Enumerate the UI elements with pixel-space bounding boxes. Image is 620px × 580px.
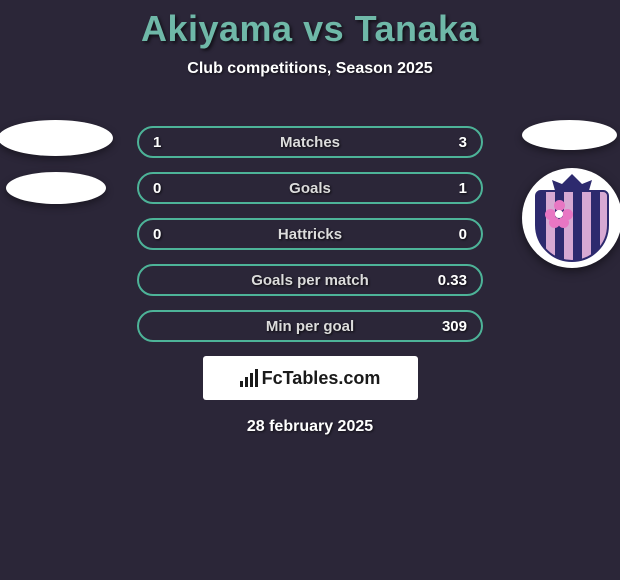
player2-club-badge <box>522 168 620 268</box>
stat-right-value: 309 <box>427 318 467 335</box>
stat-row-goals: 0 Goals 1 <box>137 172 483 204</box>
stat-label: Hattricks <box>278 226 342 243</box>
player2-name: Tanaka <box>355 8 479 49</box>
player1-name: Akiyama <box>141 8 293 49</box>
stat-label: Goals per match <box>251 272 369 289</box>
stat-right-value: 0 <box>427 226 467 243</box>
stat-row-hattricks: 0 Hattricks 0 <box>137 218 483 250</box>
player1-club-badge <box>6 172 106 204</box>
stats-list: 1 Matches 3 0 Goals 1 0 Hattricks 0 Goal… <box>137 126 483 342</box>
stat-right-value: 3 <box>427 134 467 151</box>
branding-logo[interactable]: FcTables.com <box>203 356 418 400</box>
stat-row-goals-per-match: Goals per match 0.33 <box>137 264 483 296</box>
page-title: Akiyama vs Tanaka <box>0 8 620 50</box>
footer-date: 28 february 2025 <box>0 418 620 436</box>
left-avatar-column <box>0 120 113 220</box>
flower-icon <box>545 200 573 228</box>
stat-right-value: 0.33 <box>427 272 467 289</box>
stat-row-matches: 1 Matches 3 <box>137 126 483 158</box>
player2-avatar <box>522 120 617 150</box>
branding-text: FcTables.com <box>262 368 381 389</box>
stat-label: Goals <box>289 180 331 197</box>
vs-separator: vs <box>303 8 344 49</box>
stat-label: Min per goal <box>266 318 354 335</box>
stat-row-min-per-goal: Min per goal 309 <box>137 310 483 342</box>
right-avatar-column <box>522 120 620 268</box>
player1-avatar <box>0 120 113 156</box>
bar-chart-icon <box>240 369 258 387</box>
stat-label: Matches <box>280 134 340 151</box>
stat-left-value: 0 <box>153 180 193 197</box>
shield-icon <box>535 190 609 262</box>
subtitle: Club competitions, Season 2025 <box>0 60 620 78</box>
stat-left-value: 1 <box>153 134 193 151</box>
stat-left-value: 0 <box>153 226 193 243</box>
comparison-card: Akiyama vs Tanaka Club competitions, Sea… <box>0 0 620 436</box>
stat-right-value: 1 <box>427 180 467 197</box>
